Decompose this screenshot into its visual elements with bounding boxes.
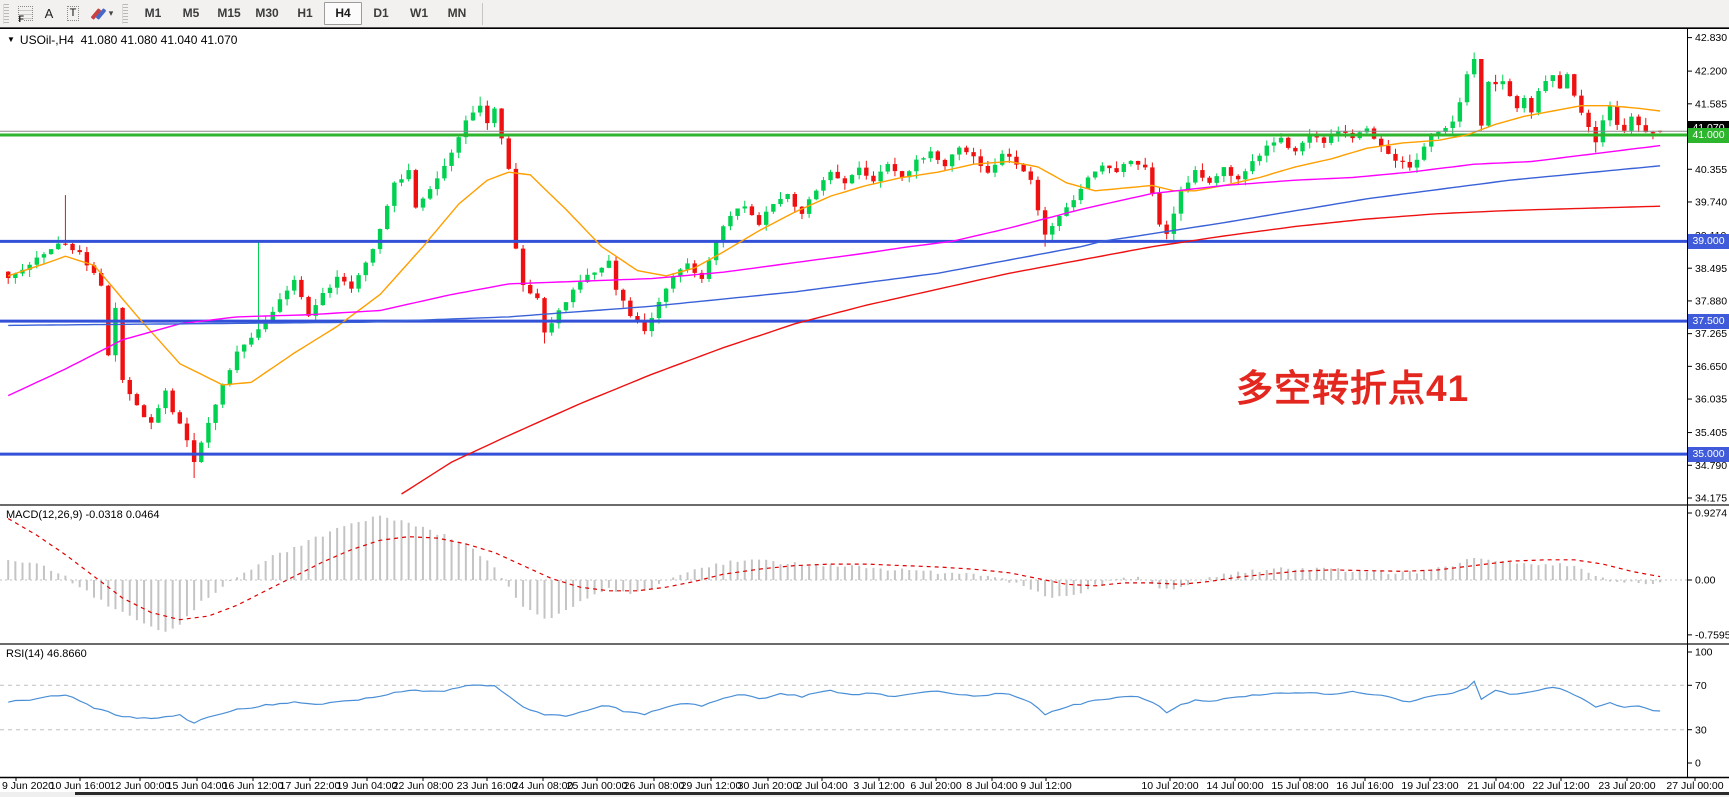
arrows-icon bbox=[90, 7, 107, 21]
ohlc-values: 41.080 41.080 41.040 41.070 bbox=[80, 33, 238, 47]
time-axis-label: 26 Jun 08:00 bbox=[623, 780, 685, 792]
level-price-label-37.500: 37.500 bbox=[1688, 314, 1729, 329]
svg-text:30: 30 bbox=[1695, 724, 1707, 736]
macd-indicator-label: MACD(12,26,9) -0.0318 0.0464 bbox=[6, 509, 160, 521]
timeframe-button-M30[interactable]: M30 bbox=[255, 6, 279, 20]
dropdown-icon[interactable]: ▼ bbox=[7, 35, 15, 44]
timeframe-button-H1[interactable]: H1 bbox=[297, 6, 313, 20]
time-axis-label: 17 Jun 22:00 bbox=[279, 780, 341, 792]
time-axis-label: 23 Jul 20:00 bbox=[1598, 780, 1656, 792]
svg-text:34.175: 34.175 bbox=[1695, 493, 1727, 505]
arrows-tool-button[interactable]: ▾ bbox=[85, 3, 119, 25]
timeframe-button-M5[interactable]: M5 bbox=[182, 6, 200, 20]
time-axis-label: 16 Jul 16:00 bbox=[1336, 780, 1394, 792]
svg-text:34.790: 34.790 bbox=[1695, 460, 1727, 472]
time-axis-label: 16 Jun 12:00 bbox=[222, 780, 284, 792]
text-label-tool-button[interactable]: T bbox=[61, 3, 85, 25]
time-axis-label: 27 Jul 00:00 bbox=[1666, 780, 1724, 792]
symbol-label: USOil-,H4 bbox=[19, 33, 74, 47]
svg-text:40.355: 40.355 bbox=[1695, 164, 1727, 176]
time-axis-label: 2 Jul 04:00 bbox=[796, 780, 848, 792]
toolbar: F A T ▾ M1 M5 M15 M30 H1 H4 D1 W1 MN bbox=[0, 0, 1729, 28]
svg-text:37.265: 37.265 bbox=[1695, 328, 1727, 340]
svg-text:38.495: 38.495 bbox=[1695, 263, 1727, 275]
time-axis-label: 14 Jul 00:00 bbox=[1206, 780, 1264, 792]
svg-text:0.9274: 0.9274 bbox=[1695, 508, 1727, 520]
chart-annotation: 多空转折点41 bbox=[1236, 368, 1470, 409]
time-axis-label: 30 Jun 20:00 bbox=[737, 780, 799, 792]
fibonacci-icon: F bbox=[17, 6, 33, 24]
level-price-label-41.000: 41.000 bbox=[1688, 128, 1729, 143]
time-axis-label: 15 Jul 08:00 bbox=[1271, 780, 1329, 792]
svg-text:70: 70 bbox=[1695, 680, 1707, 692]
time-axis-label: 22 Jun 08:00 bbox=[392, 780, 454, 792]
time-axis-label: 24 Jun 08:00 bbox=[512, 780, 574, 792]
time-axis-label: 22 Jul 12:00 bbox=[1532, 780, 1590, 792]
time-axis-label: 12 Jun 00:00 bbox=[109, 780, 171, 792]
time-axis-label: 10 Jun 16:00 bbox=[49, 780, 111, 792]
svg-text:-0.7595: -0.7595 bbox=[1695, 629, 1729, 641]
timeframe-button-D1[interactable]: D1 bbox=[373, 6, 389, 20]
rsi-indicator-label: RSI(14) 46.8660 bbox=[6, 648, 87, 660]
time-axis-label: 15 Jun 04:00 bbox=[166, 780, 228, 792]
svg-text:42.200: 42.200 bbox=[1695, 66, 1727, 78]
svg-text:36.650: 36.650 bbox=[1695, 361, 1727, 373]
svg-text:37.880: 37.880 bbox=[1695, 296, 1727, 308]
time-axis-label: 6 Jul 20:00 bbox=[910, 780, 962, 792]
time-axis-label: 9 Jun 2020 bbox=[2, 780, 54, 792]
time-axis-label: 9 Jul 12:00 bbox=[1020, 780, 1072, 792]
toolbar-grip[interactable] bbox=[3, 3, 9, 24]
timeframe-button-H4[interactable]: H4 bbox=[324, 2, 362, 25]
svg-text:100: 100 bbox=[1695, 647, 1713, 659]
toolbar-grip[interactable] bbox=[122, 3, 128, 24]
timeframe-button-M1[interactable]: M1 bbox=[144, 6, 162, 20]
timeframe-button-M15[interactable]: M15 bbox=[217, 6, 241, 20]
time-axis-label: 21 Jul 04:00 bbox=[1467, 780, 1525, 792]
svg-text:35.405: 35.405 bbox=[1695, 427, 1727, 439]
svg-text:42.830: 42.830 bbox=[1695, 32, 1727, 44]
svg-text:36.035: 36.035 bbox=[1695, 394, 1727, 406]
timeframe-button-W1[interactable]: W1 bbox=[410, 6, 428, 20]
level-price-label-39.000: 39.000 bbox=[1688, 234, 1729, 249]
time-axis-label: 25 Jun 00:00 bbox=[566, 780, 628, 792]
text-label-icon: T bbox=[66, 6, 80, 21]
time-axis-label: 8 Jul 04:00 bbox=[966, 780, 1018, 792]
chart-title: ▼ USOil-,H4 41.080 41.080 41.040 41.070 bbox=[7, 33, 237, 47]
svg-text:39.740: 39.740 bbox=[1695, 197, 1727, 209]
time-axis-label: 19 Jul 23:00 bbox=[1401, 780, 1459, 792]
svg-text:0: 0 bbox=[1695, 758, 1701, 770]
chevron-down-icon: ▾ bbox=[108, 8, 114, 18]
svg-text:0.00: 0.00 bbox=[1695, 575, 1716, 587]
text-tool-button[interactable]: A bbox=[37, 3, 61, 25]
bottom-scroll-strip[interactable] bbox=[0, 792, 1729, 797]
time-axis-label: 29 Jun 12:00 bbox=[680, 780, 742, 792]
level-price-label-35.000: 35.000 bbox=[1688, 447, 1729, 462]
timeframe-button-MN[interactable]: MN bbox=[447, 6, 467, 20]
text-icon: A bbox=[44, 6, 54, 21]
fibonacci-tool-button[interactable]: F bbox=[13, 3, 37, 25]
toolbar-separator bbox=[482, 2, 483, 25]
time-axis-label: 3 Jul 12:00 bbox=[853, 780, 905, 792]
time-axis-label: 10 Jul 20:00 bbox=[1141, 780, 1199, 792]
svg-text:41.585: 41.585 bbox=[1695, 98, 1727, 110]
timeframe-group: M1 M5 M15 M30 H1 H4 D1 W1 MN bbox=[134, 2, 476, 25]
time-axis-label: 19 Jun 04:00 bbox=[336, 780, 398, 792]
time-axis-label: 23 Jun 16:00 bbox=[456, 780, 518, 792]
